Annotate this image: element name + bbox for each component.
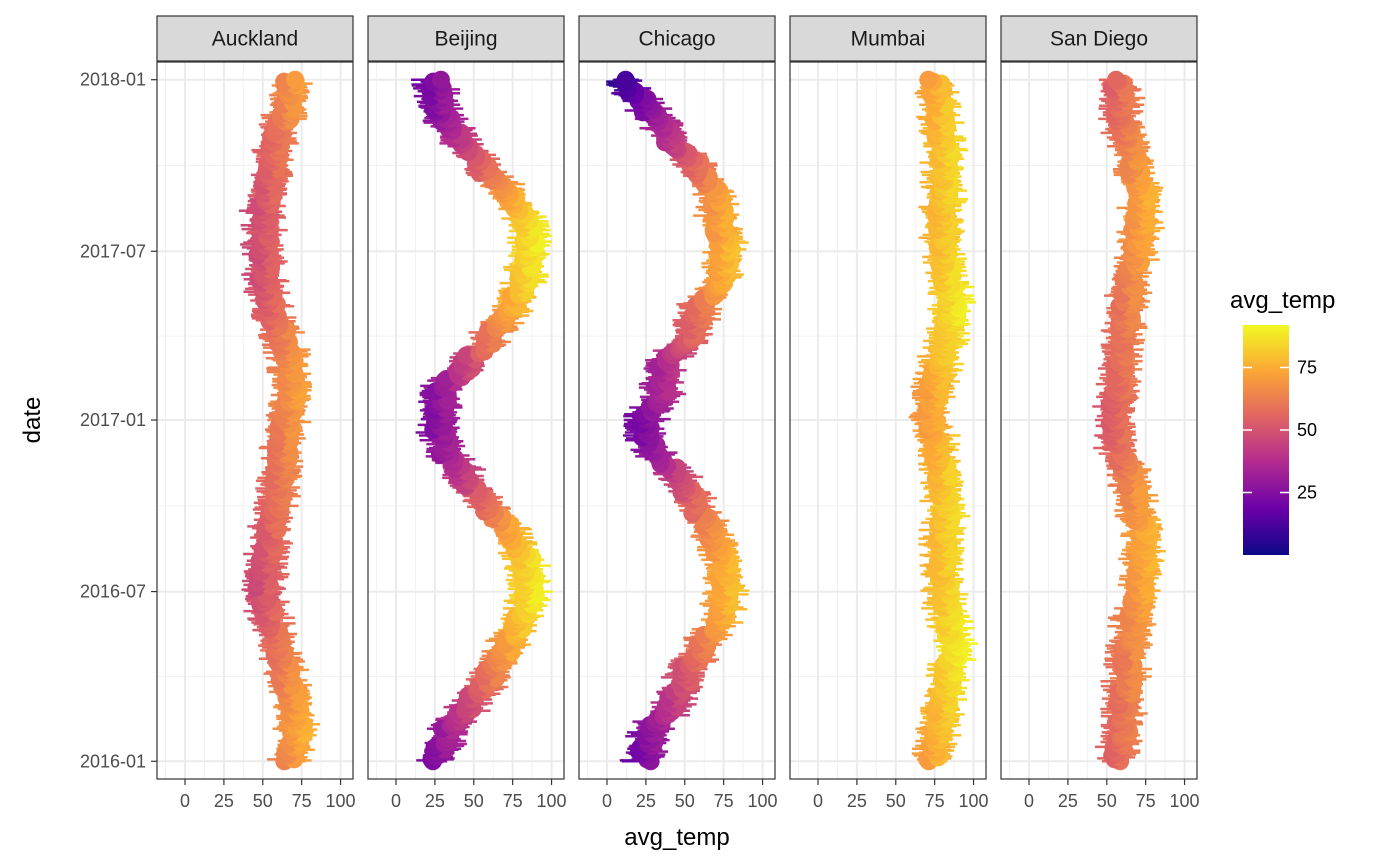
facet-panel-auckland: Auckland 0 25 50 75 100 — [156, 15, 356, 811]
x-tick-label: 100 — [959, 791, 989, 811]
x-tick-label: 50 — [675, 791, 695, 811]
panel-border — [367, 61, 565, 780]
x-tick-label: 0 — [602, 791, 612, 811]
facet-strip-label: Chicago — [638, 28, 715, 51]
data-marks — [606, 70, 750, 771]
data-marks — [1092, 70, 1166, 771]
facet-strip-label: Beijing — [434, 28, 497, 51]
facet-strip — [367, 15, 565, 62]
facet-panel-beijing: Beijing 0 25 50 75 100 — [367, 15, 567, 811]
x-tick-label: 100 — [748, 791, 778, 811]
data-point — [919, 70, 938, 89]
data-marks — [238, 70, 321, 771]
data-point — [616, 70, 635, 89]
x-tick-label: 75 — [925, 791, 945, 811]
data-marks — [410, 70, 553, 771]
panel-border — [578, 61, 776, 780]
facet-strip-label: Auckland — [212, 28, 298, 51]
x-tick-label: 0 — [813, 791, 823, 811]
x-tick-label: 25 — [425, 791, 445, 811]
data-marks — [908, 70, 979, 771]
facet-strip-label: Mumbai — [851, 28, 926, 51]
data-point — [431, 70, 450, 89]
facet-panel-mumbai: Mumbai 0 25 50 75 100 — [789, 15, 989, 811]
x-tick-label: 100 — [326, 791, 356, 811]
x-tick-label: 50 — [253, 791, 273, 811]
x-tick-label: 25 — [214, 791, 234, 811]
facet-strip — [578, 15, 776, 62]
x-tick-label: 75 — [503, 791, 523, 811]
x-tick-label: 50 — [886, 791, 906, 811]
x-tick-label: 100 — [537, 791, 567, 811]
x-tick-label: 25 — [847, 791, 867, 811]
facet-strip — [156, 15, 354, 62]
x-tick-label: 75 — [292, 791, 312, 811]
panel-border — [789, 61, 987, 780]
x-tick-label: 50 — [464, 791, 484, 811]
data-point — [286, 70, 305, 89]
x-tick-label: 25 — [636, 791, 656, 811]
x-tick-label: 75 — [714, 791, 734, 811]
x-tick-label: 0 — [180, 791, 190, 811]
x-tick-label: 0 — [391, 791, 401, 811]
facet-strip — [789, 15, 987, 62]
facet-panel-chicago: Chicago 0 25 50 75 100 — [578, 15, 778, 811]
